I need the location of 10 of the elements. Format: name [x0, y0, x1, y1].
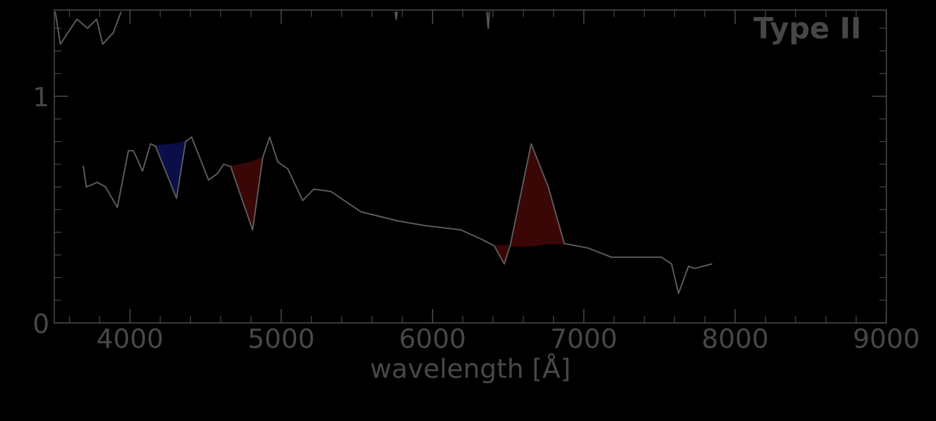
x-tick-label: 4000: [98, 328, 162, 348]
annotation: Type II: [754, 17, 859, 45]
x-tick-label: 6000: [400, 328, 464, 348]
x-axis-title: wavelength [Å]: [371, 353, 568, 384]
x-tick-label: 5000: [250, 328, 314, 348]
y-tick-label: 1: [36, 87, 47, 106]
x-tick-label: 7000: [552, 328, 616, 348]
x-tick-label: 8000: [703, 328, 767, 348]
x-tick-label: 9000: [854, 328, 918, 348]
y-tick-label: 0: [34, 313, 48, 334]
